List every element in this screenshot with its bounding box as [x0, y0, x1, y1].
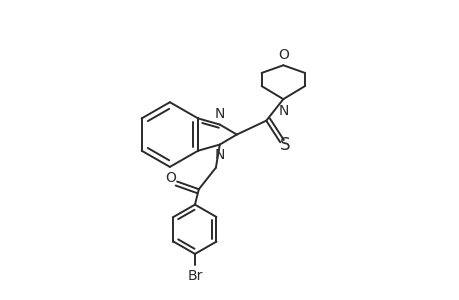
Text: N: N — [278, 104, 288, 118]
Text: N: N — [214, 107, 224, 122]
Text: O: O — [165, 172, 176, 185]
Text: S: S — [279, 136, 290, 154]
Text: O: O — [277, 48, 288, 62]
Text: Br: Br — [187, 269, 202, 283]
Text: N: N — [214, 148, 224, 162]
